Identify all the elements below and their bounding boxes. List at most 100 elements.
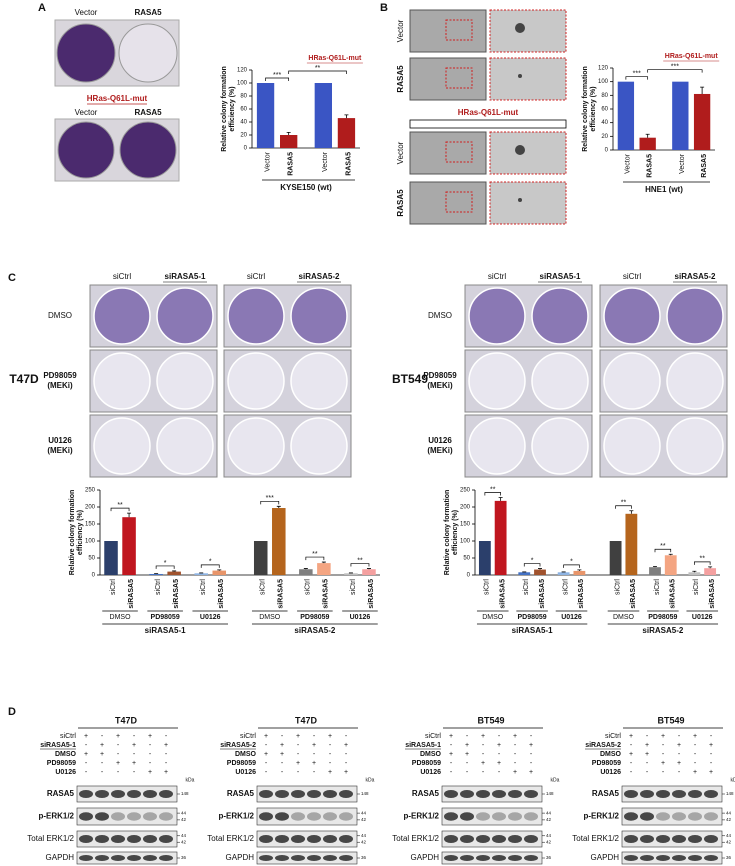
band [79, 835, 93, 843]
band [460, 790, 474, 798]
sign: - [101, 769, 104, 776]
marker-label: 44 [546, 810, 552, 815]
band [460, 812, 474, 821]
group-label: PD98059 [300, 614, 329, 621]
sign: + [344, 769, 348, 776]
sign: - [630, 760, 633, 767]
sign: - [694, 742, 697, 749]
significance-label: ** [660, 543, 666, 550]
band [111, 790, 125, 798]
sign: + [529, 769, 533, 776]
row-label: DMSO [428, 311, 452, 320]
photo-label: Vector [75, 108, 98, 117]
band [640, 790, 654, 798]
band [704, 790, 718, 798]
significance-label: *** [671, 64, 679, 71]
mutation-label: HRas-Q61L-mut [87, 94, 148, 103]
y-tick-label: 100 [85, 539, 96, 545]
plate [531, 352, 589, 410]
sign: - [85, 760, 88, 767]
colony [515, 145, 525, 155]
bar [478, 541, 491, 575]
zoom-box [445, 191, 473, 213]
panel-letter: D [8, 706, 16, 718]
sign: - [149, 760, 152, 767]
marker-label: 42 [361, 839, 367, 844]
significance-bracket [647, 69, 703, 73]
band [656, 835, 670, 843]
bar [704, 568, 717, 575]
sign: - [101, 760, 104, 767]
bar [362, 569, 376, 575]
significance-bracket [694, 561, 711, 565]
plate [531, 287, 589, 345]
band [640, 812, 654, 821]
sign: - [662, 742, 665, 749]
marker-label: 148 [726, 791, 734, 796]
error-bar [498, 497, 503, 501]
sign: + [497, 742, 501, 749]
row-label: (MEKi) [427, 381, 453, 390]
sign: - [466, 760, 469, 767]
marker-label: 44 [361, 833, 367, 838]
micrograph-zoom [489, 57, 567, 101]
sign: - [482, 742, 485, 749]
x-tick-label: siRASA5 [278, 579, 285, 609]
band-label: p-ERK1/2 [38, 812, 74, 821]
marker-label: 44 [361, 810, 367, 815]
significance-label: ** [117, 502, 123, 509]
bar [256, 83, 275, 148]
band-label: p-ERK1/2 [403, 812, 439, 821]
marker-label: 42 [361, 817, 367, 822]
x-tick-label: siCtrl [200, 579, 207, 595]
band-label: GAPDH [46, 853, 75, 862]
band [95, 835, 109, 843]
bar [672, 81, 689, 150]
sign: + [497, 760, 501, 767]
zoom-box [445, 67, 473, 89]
sign: + [693, 733, 697, 740]
sign: + [465, 742, 469, 749]
sign: - [297, 742, 300, 749]
band-label: RASA5 [47, 789, 75, 798]
sign: + [513, 733, 517, 740]
micrograph [409, 57, 487, 101]
row-label: U0126 [48, 436, 72, 445]
sign: - [514, 751, 517, 758]
band [444, 812, 458, 821]
y-axis-label: efficiency (%) [590, 86, 597, 131]
band [508, 855, 522, 861]
condition-label: siRASA5-2 [585, 742, 621, 749]
sign: + [164, 769, 168, 776]
sign: + [132, 742, 136, 749]
band [307, 855, 321, 861]
bar [664, 555, 677, 575]
y-tick-label: 0 [605, 148, 609, 154]
bar [194, 573, 208, 575]
band [492, 790, 506, 798]
row-label: PD98059 [43, 371, 77, 380]
plate [290, 287, 348, 345]
y-axis-label: Relative colony formation [582, 66, 589, 152]
plate [290, 352, 348, 410]
plate [666, 287, 724, 345]
band [127, 812, 141, 821]
column-label: siCtrl [247, 272, 265, 281]
error-bar [652, 566, 657, 568]
x-tick-label: siRASA5 [218, 579, 225, 609]
marker-label: 44 [181, 833, 187, 838]
sign: - [297, 751, 300, 758]
band [492, 812, 506, 821]
sign: - [514, 760, 517, 767]
group-label: U0126 [692, 614, 713, 621]
cell-line: BT549 [392, 372, 428, 386]
error-bar [708, 566, 713, 569]
y-tick-label: 50 [88, 556, 95, 562]
band [624, 835, 638, 843]
condition-label: siCtrl [605, 733, 621, 740]
row-label: PD98059 [423, 371, 457, 380]
sign: - [101, 733, 104, 740]
sign: + [264, 733, 268, 740]
marker-label: 42 [726, 817, 732, 822]
bar [280, 135, 298, 148]
